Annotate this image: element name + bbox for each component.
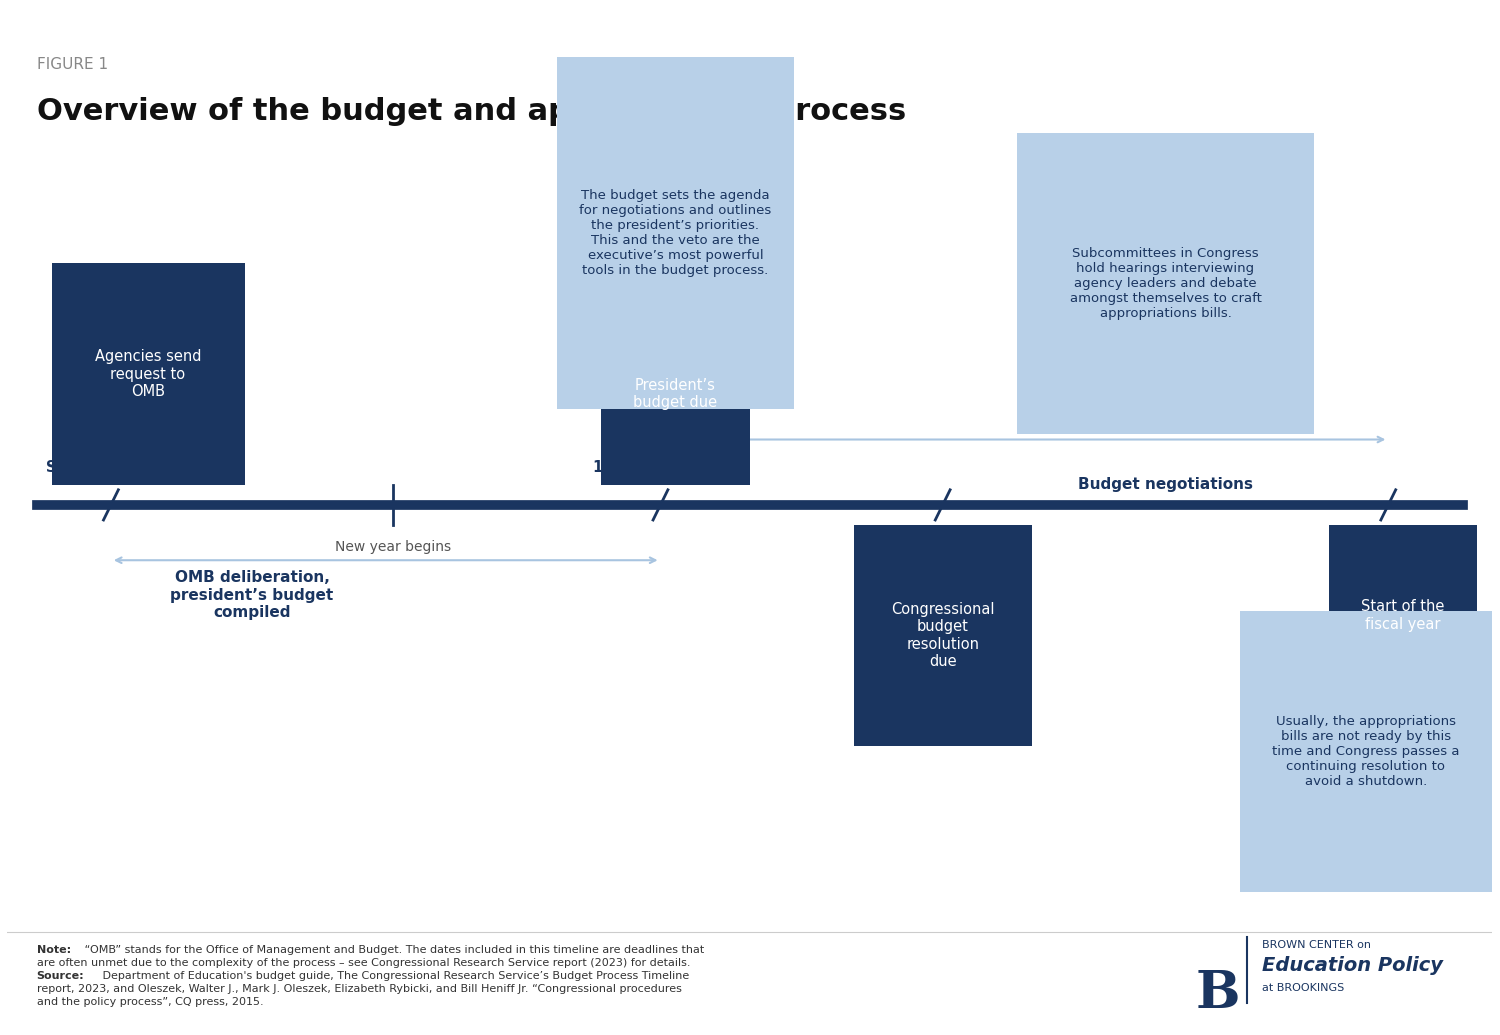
Text: are often unmet due to the complexity of the process – see Congressional Researc: are often unmet due to the complexity of…: [36, 957, 690, 968]
Text: at BROOKINGS: at BROOKINGS: [1262, 983, 1344, 993]
FancyBboxPatch shape: [1239, 611, 1492, 892]
FancyBboxPatch shape: [51, 264, 244, 484]
Text: OMB deliberation,
president’s budget
compiled: OMB deliberation, president’s budget com…: [171, 570, 333, 620]
Text: Source:: Source:: [36, 971, 84, 981]
FancyBboxPatch shape: [1017, 132, 1314, 435]
Text: Education Policy: Education Policy: [1262, 955, 1443, 975]
Text: BROWN CENTER on: BROWN CENTER on: [1262, 941, 1371, 950]
Text: Subcommittees in Congress
hold hearings interviewing
agency leaders and debate
a: Subcommittees in Congress hold hearings …: [1070, 247, 1262, 320]
Text: B: B: [1196, 968, 1239, 1018]
FancyBboxPatch shape: [556, 57, 794, 409]
Text: FIGURE 1: FIGURE 1: [36, 57, 108, 72]
Text: New year begins: New year begins: [334, 540, 452, 554]
Text: Usually, the appropriations
bills are not ready by this
time and Congress passes: Usually, the appropriations bills are no…: [1272, 715, 1460, 788]
Text: Oct. 1st: Oct. 1st: [1356, 540, 1420, 555]
Text: report, 2023, and Oleszek, Walter J., Mark J. Oleszek, Elizabeth Rybicki, and Bi: report, 2023, and Oleszek, Walter J., Ma…: [36, 983, 681, 994]
Text: April 15th: April 15th: [902, 540, 984, 555]
Text: Sept. prior year: Sept. prior year: [45, 460, 176, 475]
Text: Agencies send
request to
OMB: Agencies send request to OMB: [94, 349, 201, 400]
Text: President’s
budget due: President’s budget due: [633, 378, 717, 411]
FancyBboxPatch shape: [602, 303, 750, 484]
Text: Note:: Note:: [36, 945, 70, 954]
Text: Start of the
fiscal year: Start of the fiscal year: [1362, 599, 1444, 631]
Text: Department of Education's budget guide, The Congressional Research Service’s Bud: Department of Education's budget guide, …: [99, 971, 690, 981]
Text: 1st Mon. of Feb.: 1st Mon. of Feb.: [594, 460, 728, 475]
Text: Overview of the budget and appropriation process: Overview of the budget and appropriation…: [36, 97, 906, 126]
Text: “OMB” stands for the Office of Management and Budget. The dates included in this: “OMB” stands for the Office of Managemen…: [81, 945, 705, 954]
Text: and the policy process”, CQ press, 2015.: and the policy process”, CQ press, 2015.: [36, 997, 264, 1007]
Text: The budget sets the agenda
for negotiations and outlines
the president’s priorit: The budget sets the agenda for negotiati…: [579, 189, 771, 277]
Text: Congressional
budget
resolution
due: Congressional budget resolution due: [891, 602, 995, 670]
FancyBboxPatch shape: [853, 525, 1032, 746]
Text: Budget negotiations: Budget negotiations: [1078, 477, 1252, 493]
FancyBboxPatch shape: [1329, 525, 1478, 706]
